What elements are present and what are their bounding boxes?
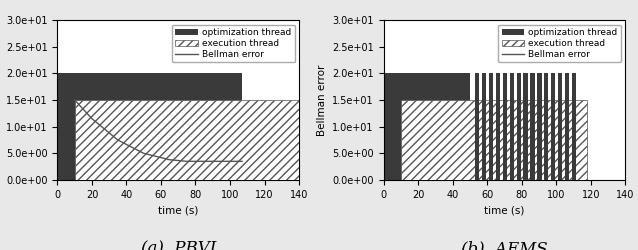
- Bar: [558, 73, 562, 180]
- X-axis label: time (s): time (s): [158, 205, 198, 215]
- Bar: [530, 73, 535, 180]
- Bar: [503, 73, 507, 180]
- Bar: [551, 73, 555, 180]
- Bar: [475, 73, 479, 180]
- Text: (a)  PBVI: (a) PBVI: [140, 241, 216, 250]
- Bar: [489, 73, 493, 180]
- Bar: [544, 73, 549, 180]
- Bar: [572, 73, 576, 180]
- Bar: [565, 73, 569, 180]
- Bar: [517, 73, 521, 180]
- Y-axis label: Bellman error: Bellman error: [316, 64, 327, 136]
- Bar: [510, 73, 514, 180]
- Bar: [383, 73, 470, 180]
- Bar: [75, 100, 299, 180]
- Bar: [496, 73, 500, 180]
- Bar: [523, 73, 528, 180]
- Text: (b)  AEMS: (b) AEMS: [461, 241, 548, 250]
- Bar: [57, 73, 242, 180]
- Bar: [537, 73, 542, 180]
- Bar: [482, 73, 486, 180]
- Legend: optimization thread, execution thread, Bellman error: optimization thread, execution thread, B…: [172, 24, 295, 62]
- Legend: optimization thread, execution thread, Bellman error: optimization thread, execution thread, B…: [498, 24, 621, 62]
- Bar: [401, 100, 587, 180]
- X-axis label: time (s): time (s): [484, 205, 524, 215]
